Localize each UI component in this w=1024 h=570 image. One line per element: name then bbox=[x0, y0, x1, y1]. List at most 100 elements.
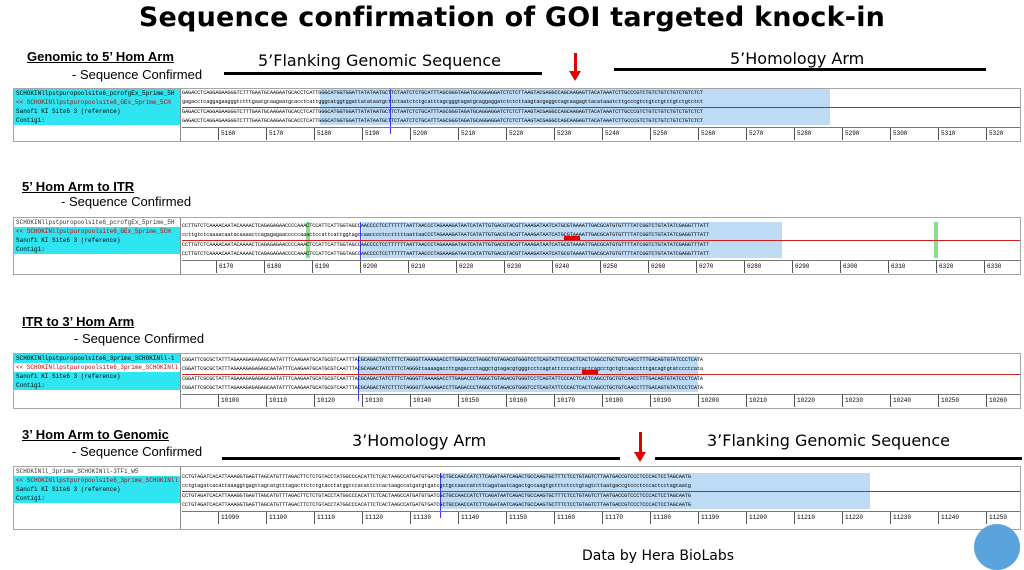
sequence-names: SCHOKINll_3prime_SCHOKINll-3TF1_W5 << SC… bbox=[14, 467, 181, 529]
ruler-tick: 10130 bbox=[362, 395, 383, 407]
contig-sequence: CCTTGTCTCAAAACAATACAAAACTCAGAGAGAACCCCAA… bbox=[182, 251, 709, 257]
reference-name: Sanofi KI Site6 3 (reference) bbox=[14, 236, 180, 245]
junction-mark bbox=[564, 236, 580, 240]
sequence-area: CCTTGTCTCAAAACAATACAAAACTCAGAGAGAACCCCAA… bbox=[182, 222, 1020, 274]
sequence-area: CGGATTCGCGCTATTTAGAAAGAGAGAGCAATATTTCAAG… bbox=[182, 356, 1020, 408]
read-name: SCHOKINllpstpuropoolsite6_pcrofgEx_5prim… bbox=[16, 219, 175, 226]
sequence-area: CCTGTAGATCACATTAAAGGTGAGTTAGCATGTTTAGACT… bbox=[182, 473, 1020, 529]
ruler-tick: 10220 bbox=[794, 395, 815, 407]
section-heading: 3’ Hom Arm to Genomic bbox=[22, 427, 169, 442]
ruler-tick: 6240 bbox=[552, 261, 569, 273]
ruler-tick: 6200 bbox=[360, 261, 377, 273]
read-sequence: ccttgtctcaaaacaatacaaaactcagagagaaccccca… bbox=[182, 231, 1020, 241]
read-name: SCHOKINll_3prime_SCHOKINll-3TF1_W5 bbox=[16, 468, 139, 475]
read-name: << SCHOKINllpstpuropoolsite6_GEx_5prime_… bbox=[14, 227, 180, 236]
ruler-tick: 6270 bbox=[696, 261, 713, 273]
sequence-names: SCHOKINllpstpuropoolsite6_pcrofgEx_5prim… bbox=[14, 89, 181, 141]
ruler-tick: 5230 bbox=[554, 128, 571, 140]
ruler-tick: 11180 bbox=[650, 512, 671, 524]
section-subtitle: - Sequence Confirmed bbox=[74, 331, 205, 346]
junction-arrow bbox=[569, 53, 581, 81]
ruler-tick: 11130 bbox=[410, 512, 431, 524]
position-ruler: 11090 11100 11110 11120 11130 11140 1115… bbox=[182, 511, 1020, 524]
cursor-line bbox=[440, 473, 441, 518]
alignment-panel[interactable]: SCHOKINllpstpuropoolsite6_pcrofgEx_5prim… bbox=[13, 88, 1021, 142]
region-line-right bbox=[614, 68, 986, 71]
ruler-tick: 6310 bbox=[888, 261, 905, 273]
ruler-tick: 11220 bbox=[842, 512, 863, 524]
ruler-tick: 11140 bbox=[458, 512, 479, 524]
read-sequence: CCTTGTCTCAAAACAATACAAAACTCAGAGAGAACCCCAA… bbox=[182, 223, 709, 229]
contig-sequence: CCTGTAGATCACATTAAAGGTGAGTTAGCATGTTTAGACT… bbox=[182, 502, 691, 508]
page-title: Sequence confirmation of GOI targeted kn… bbox=[138, 2, 886, 33]
ruler-tick: 5240 bbox=[602, 128, 619, 140]
ruler-tick: 5310 bbox=[938, 128, 955, 140]
read-name: SCHOKINllpstpuropoolsite6_pcrofgEx_5prim… bbox=[14, 89, 180, 98]
ruler-tick: 10100 bbox=[218, 395, 239, 407]
alignment-panel[interactable]: SCHOKINll_3prime_SCHOKINll-3TF1_W5 << SC… bbox=[13, 466, 1021, 530]
junction-arrow bbox=[634, 432, 646, 462]
ruler-tick: 6280 bbox=[744, 261, 761, 273]
ruler-tick: 6210 bbox=[408, 261, 425, 273]
read-sequence: CCTGTAGATCACATTAAAGGTGAGTTAGCATGTTTAGACT… bbox=[182, 474, 691, 480]
ruler-tick: 11240 bbox=[938, 512, 959, 524]
ruler-tick: 11090 bbox=[218, 512, 239, 524]
reference-sequence: GAGACCTCAGGAGAAGGGTCTTTGAATGCAAGAATGCACC… bbox=[182, 109, 703, 115]
decorative-circle bbox=[974, 524, 1020, 570]
contig-name: Contig1: bbox=[14, 116, 180, 125]
data-credit: Data by Hera BioLabs bbox=[582, 548, 735, 564]
ruler-tick: 10150 bbox=[458, 395, 479, 407]
cursor-line bbox=[390, 89, 391, 134]
section-subtitle: - Sequence Confirmed bbox=[61, 194, 192, 209]
ruler-tick: 11190 bbox=[698, 512, 719, 524]
ruler-tick: 10230 bbox=[842, 395, 863, 407]
contig-name: Contig1: bbox=[14, 245, 180, 254]
ruler-tick: 5290 bbox=[842, 128, 859, 140]
alignment-panel[interactable]: SCHOKINllpstpuropoolsite6_3prime_SCHOKIN… bbox=[13, 353, 1021, 409]
ruler-tick: 6320 bbox=[936, 261, 953, 273]
read-sequence: CGGATTCGCGCTATTTAGAAAGAGAGAGCAATATTTCAAG… bbox=[182, 365, 1020, 375]
ruler-tick: 5170 bbox=[266, 128, 283, 140]
ruler-tick: 5280 bbox=[794, 128, 811, 140]
cursor-line bbox=[360, 222, 361, 267]
region-label-left: 5’Flanking Genomic Sequence bbox=[258, 51, 501, 70]
ruler-tick: 5260 bbox=[698, 128, 715, 140]
cursor-line bbox=[358, 356, 359, 401]
position-ruler: 10100 10110 10120 10130 10140 10150 1016… bbox=[182, 394, 1020, 407]
ruler-tick: 10170 bbox=[554, 395, 575, 407]
ruler-tick: 6290 bbox=[792, 261, 809, 273]
ruler-tick: 5320 bbox=[986, 128, 1003, 140]
contig-name: Contig1: bbox=[14, 494, 180, 503]
section-subtitle: - Sequence Confirmed bbox=[72, 444, 203, 459]
section-heading: 5’ Hom Arm to ITR bbox=[22, 179, 135, 194]
region-line-left bbox=[222, 457, 620, 460]
ruler-tick: 10140 bbox=[410, 395, 431, 407]
ruler-tick: 6230 bbox=[504, 261, 521, 273]
position-ruler: 5160 5170 5180 5190 5200 5210 5220 5230 … bbox=[182, 127, 1020, 140]
alignment-panel[interactable]: SCHOKINllpstpuropoolsite6_pcrofgEx_5prim… bbox=[13, 217, 1021, 275]
ruler-tick: 11230 bbox=[890, 512, 911, 524]
ruler-tick: 10110 bbox=[266, 395, 287, 407]
reference-sequence: CCTTGTCTCAAAACAATACAAAACTCAGAGAGAACCCCAA… bbox=[182, 242, 709, 248]
reference-name: Sanofi KI Site6 3 (reference) bbox=[14, 485, 180, 494]
sequence-names: SCHOKINllpstpuropoolsite6_pcrofgEx_5prim… bbox=[14, 218, 181, 274]
region-label-right: 3’Flanking Genomic Sequence bbox=[707, 431, 950, 450]
ruler-tick: 10120 bbox=[314, 395, 335, 407]
ruler-tick: 10180 bbox=[602, 395, 623, 407]
region-label-left: 3’Homology Arm bbox=[352, 431, 487, 450]
ruler-tick: 6330 bbox=[984, 261, 1001, 273]
contig-sequence: CGGATTCGCGCTATTTAGAAAGAGAGAGCAATATTTCAAG… bbox=[182, 385, 703, 391]
reference-name: Sanofi KI Site6 3 (reference) bbox=[14, 372, 180, 381]
ruler-tick: 5180 bbox=[314, 128, 331, 140]
ruler-tick: 10250 bbox=[938, 395, 959, 407]
ruler-tick: 6250 bbox=[600, 261, 617, 273]
read-name: << SCHOKINllpstpuropoolsite6_GEx_5prime_… bbox=[14, 98, 180, 107]
ruler-tick: 10160 bbox=[506, 395, 527, 407]
section-subtitle: - Sequence Confirmed bbox=[72, 67, 203, 82]
ruler-tick: 5270 bbox=[746, 128, 763, 140]
read-name: SCHOKINllpstpuropoolsite6_3prime_SCHOKIN… bbox=[14, 354, 180, 363]
ruler-tick: 11150 bbox=[506, 512, 527, 524]
contig-name: Contig1: bbox=[14, 381, 180, 390]
ruler-tick: 10190 bbox=[650, 395, 671, 407]
ruler-tick: 5160 bbox=[218, 128, 235, 140]
